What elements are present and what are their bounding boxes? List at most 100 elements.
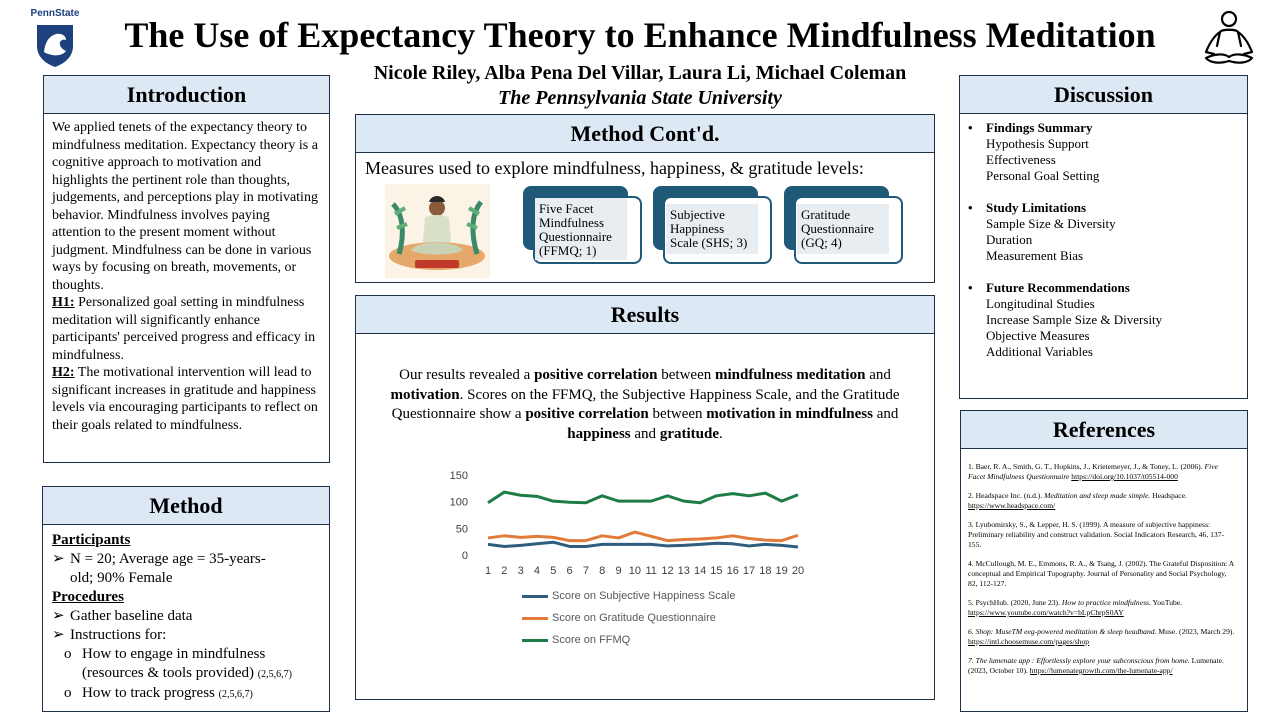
x-tick-label: 5	[550, 565, 556, 577]
series-line-3	[487, 490, 799, 505]
x-tick-label: 3	[518, 565, 524, 577]
results-bold: gratitude	[659, 425, 719, 442]
ref-link[interactable]: https://www.youtube.com/watch?v=bLpChrpS…	[968, 608, 1124, 617]
intro-paragraph: We applied tenets of the expectancy theo…	[52, 120, 318, 293]
shield-icon	[37, 25, 73, 67]
results-bold: motivation in mindfulness	[706, 406, 873, 422]
bullet-icon: •	[968, 280, 973, 295]
references-panel	[960, 448, 1248, 712]
discussion-item: Personal Goal Setting	[986, 168, 1100, 183]
reference-item: 6. Shop: MuseTM eeg-powered meditation &…	[968, 627, 1236, 647]
reference-item: 3. Lyubomirsky, S., & Lepper, H. S. (199…	[968, 520, 1225, 549]
results-summary: Our results revealed a positive correlat…	[362, 366, 928, 444]
x-tick-label: 15	[710, 565, 722, 577]
measures-intro: Measures used to explore mindfulness, ha…	[365, 158, 864, 178]
results-bold: mindfulness meditation	[715, 367, 866, 383]
x-tick-label: 8	[599, 565, 605, 577]
university: The Pennsylvania State University	[498, 87, 782, 109]
y-tick-label: 0	[462, 550, 468, 562]
discussion-item: Longitudinal Studies	[986, 296, 1095, 311]
method-body: Participants ➢ N = 20; Average age = 35-y…	[52, 531, 324, 704]
x-tick-label: 6	[567, 565, 573, 577]
y-tick-label: 50	[456, 523, 468, 535]
bullet-icon: •	[968, 200, 973, 215]
ref-text: Lumenate. (2023, October 10).	[968, 656, 1224, 675]
discussion-item: Duration	[986, 232, 1033, 247]
results-text: .	[718, 425, 723, 442]
x-tick-label: 16	[727, 565, 739, 577]
arrow-bullet-icon: ➢	[52, 608, 65, 624]
discussion-list: • Findings Summary Hypothesis Support Eff…	[968, 120, 1238, 376]
ref-text: 5. PsychHub. (2020, June 23).	[968, 598, 1062, 607]
meditation-icon	[1204, 10, 1254, 64]
legend-label: Score on FFMQ	[552, 634, 631, 646]
x-tick-label: 11	[645, 565, 656, 577]
ref-link[interactable]: https://intl.choosemuse.com/pages/shop	[968, 637, 1090, 646]
discussion-group: • Findings Summary Hypothesis Support Eff…	[968, 120, 1238, 184]
ref-link[interactable]: https://lumenategrowth.com/the-lumenate-…	[1029, 666, 1173, 675]
x-tick-label: 10	[629, 565, 641, 577]
procedures-heading: Procedures	[52, 589, 124, 605]
y-tick-label: 150	[450, 470, 468, 482]
method-panel	[42, 524, 330, 712]
group-title-text: Study Limitations	[986, 200, 1087, 215]
bullet-icon: •	[968, 120, 973, 135]
x-tick-label: 7	[583, 565, 589, 577]
ref-text: Headspace.	[1150, 491, 1187, 500]
h1-text: Personalized goal setting in mindfulness…	[52, 295, 316, 363]
subitem-text: How to track progress	[82, 685, 219, 701]
participants-text: N = 20; Average age = 35-years-old; 90% …	[70, 551, 266, 586]
method-contd-heading: Method Cont'd.	[355, 114, 935, 153]
discussion-group-title: • Study Limitations	[968, 200, 1238, 216]
legend-label: Score on Gratitude Questionnaire	[552, 612, 716, 624]
discussion-group-title: • Findings Summary	[968, 120, 1238, 136]
ref-link[interactable]: https://doi.org/10.1037/t05514-000	[1071, 472, 1178, 481]
method-heading: Method	[42, 486, 330, 525]
procedure-item: ➢ Gather baseline data	[52, 607, 324, 626]
x-tick-label: 12	[661, 565, 673, 577]
measure-shs: Subjective Happiness Scale (SHS; 3)	[666, 204, 758, 254]
x-tick-label: 9	[615, 565, 621, 577]
references-list: 1. Baer, R. A., Smith, G. T., Hopkins, J…	[968, 462, 1236, 685]
ref-link[interactable]: https://www.headspace.com/	[968, 501, 1056, 510]
discussion-item: Hypothesis Support	[986, 136, 1089, 151]
results-bold: positive correlation	[534, 367, 658, 383]
group-title-text: Findings Summary	[986, 120, 1093, 135]
results-bold: positive correlation	[525, 406, 649, 422]
results-text: and	[865, 367, 891, 383]
reference-item: 1. Baer, R. A., Smith, G. T., Hopkins, J…	[968, 462, 1236, 482]
ref-text: Muse. (2023, March 29).	[1156, 627, 1235, 636]
h2-text: The motivational intervention will lead …	[52, 365, 318, 433]
circle-bullet-icon: o	[64, 685, 72, 701]
ref-title: Five Facet Mindfulness Questionnaire	[968, 462, 1218, 481]
introduction-body: We applied tenets of the expectancy theo…	[52, 119, 320, 434]
x-tick-label: 19	[776, 565, 788, 577]
discussion-item: Increase Sample Size & Diversity	[986, 312, 1163, 327]
discussion-group: • Study Limitations Sample Size & Diversi…	[968, 200, 1238, 264]
discussion-item: Effectiveness	[986, 152, 1056, 167]
poster-title: The Use of Expectancy Theory to Enhance …	[124, 15, 1156, 55]
results-text: . Scores on the FFMQ, the Subjective Hap…	[391, 386, 900, 423]
results-text: between	[657, 367, 715, 383]
procedure-subitem: o How to engage in mindfulness (resources…	[52, 645, 324, 684]
arrow-bullet-icon: ➢	[52, 551, 65, 567]
reference-item: 2. Headspace Inc. (n.d.). Meditation and…	[968, 491, 1236, 511]
x-tick-label: 2	[501, 565, 507, 577]
arrow-bullet-icon: ➢	[52, 627, 65, 643]
h1-label: H1:	[52, 295, 75, 310]
meditation-illustration	[385, 184, 490, 278]
discussion-group: • Future Recommendations Longitudinal Stu…	[968, 280, 1238, 360]
ref-title: 6. Shop: MuseTM eeg-powered meditation &…	[968, 627, 1157, 636]
x-tick-label: 4	[534, 565, 540, 577]
ref-title: Meditation and sleep made simple.	[1044, 491, 1151, 500]
discussion-item: Measurement Bias	[986, 248, 1084, 263]
measure-ffmq: Five Facet Mindfulness Questionnaire (FF…	[535, 198, 627, 260]
results-panel	[355, 333, 935, 700]
ref-title: How to practice mindfulness.	[1061, 598, 1151, 607]
introduction-panel	[43, 113, 330, 463]
logo-text: PennState	[30, 8, 80, 19]
procedure-text: Gather baseline data	[70, 608, 193, 624]
discussion-item: Sample Size & Diversity	[986, 216, 1116, 231]
discussion-panel	[959, 113, 1248, 399]
